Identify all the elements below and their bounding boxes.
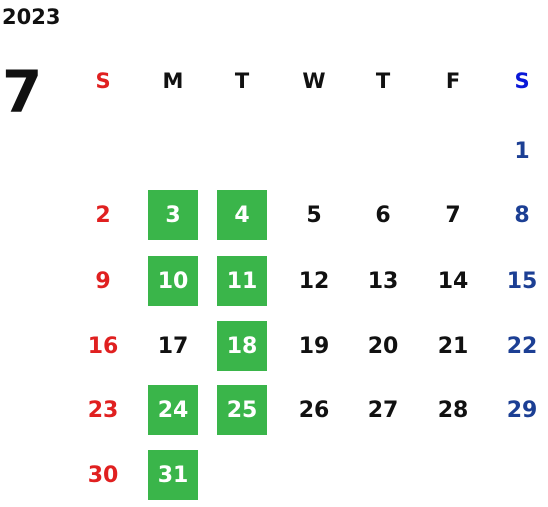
day-highlight [148,385,198,435]
day-number: 6 [375,203,390,228]
day-highlight [217,256,267,306]
day-number: 15 [507,269,538,294]
day-highlight [217,190,267,240]
day-highlight [217,321,267,371]
day-number: 28 [438,398,469,423]
day-number: 27 [368,398,399,423]
day-highlight [148,256,198,306]
day-number: 3 [165,203,180,228]
day-number: 2 [95,203,110,228]
day-number: 18 [227,334,258,359]
day-number: 29 [507,398,538,423]
weekday-label: T [376,69,391,93]
weekday-label: F [446,69,460,93]
day-number: 19 [299,334,330,359]
day-number: 20 [368,334,399,359]
weekday-label: T [235,69,250,93]
day-number: 9 [95,269,110,294]
weekday-label: S [95,69,110,93]
day-number: 11 [227,269,258,294]
day-number: 30 [88,463,119,488]
day-number: 10 [158,269,189,294]
day-number: 1 [514,139,529,164]
day-number: 21 [438,334,469,359]
day-number: 12 [299,269,330,294]
day-highlight [217,385,267,435]
day-number: 5 [306,203,321,228]
day-number: 14 [438,269,469,294]
day-number: 23 [88,398,119,423]
day-number: 25 [227,398,258,423]
day-number: 8 [514,203,529,228]
month: 7 [2,58,42,126]
day-number: 24 [158,398,189,423]
weekday-label: W [302,69,325,93]
day-highlight [148,450,198,500]
year: 2023 [2,5,60,29]
weekday-label: M [163,69,184,93]
day-number: 7 [445,203,460,228]
day-highlight [148,190,198,240]
day-number: 16 [88,334,119,359]
day-number: 17 [158,334,189,359]
weekday-label: S [514,69,529,93]
day-number: 26 [299,398,330,423]
day-number: 13 [368,269,399,294]
day-number: 4 [234,203,249,228]
day-number: 31 [158,463,189,488]
day-number: 22 [507,334,538,359]
